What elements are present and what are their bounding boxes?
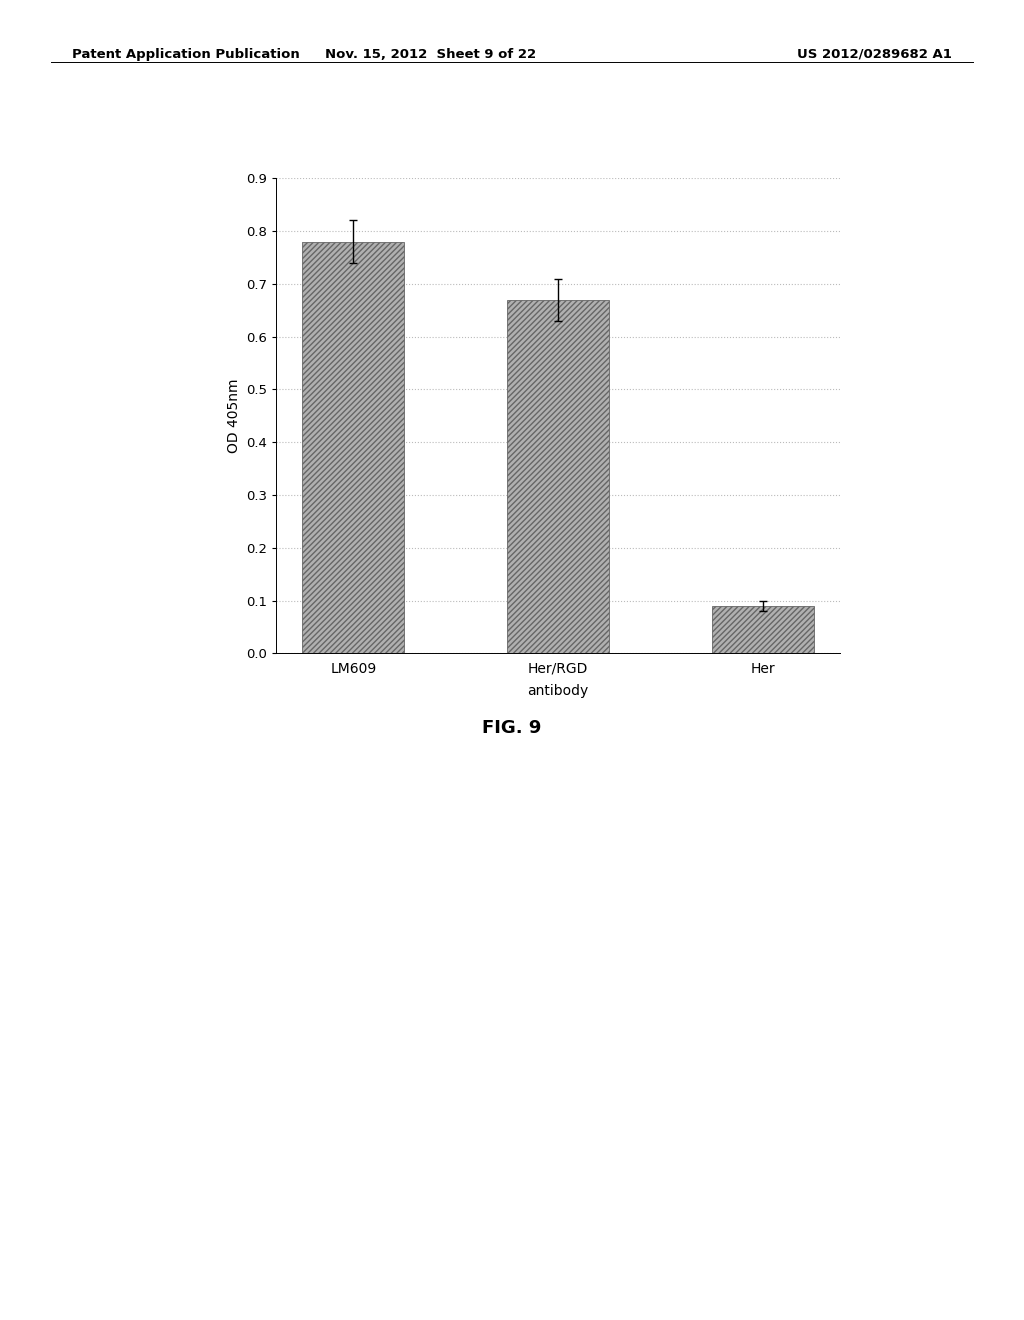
Bar xyxy=(712,606,814,653)
X-axis label: antibody: antibody xyxy=(527,684,589,698)
Text: US 2012/0289682 A1: US 2012/0289682 A1 xyxy=(798,48,952,61)
Text: FIG. 9: FIG. 9 xyxy=(482,719,542,738)
Bar xyxy=(507,300,609,653)
Y-axis label: OD 405nm: OD 405nm xyxy=(227,379,241,453)
Text: Patent Application Publication: Patent Application Publication xyxy=(72,48,299,61)
Text: Nov. 15, 2012  Sheet 9 of 22: Nov. 15, 2012 Sheet 9 of 22 xyxy=(325,48,536,61)
Bar xyxy=(302,242,404,653)
